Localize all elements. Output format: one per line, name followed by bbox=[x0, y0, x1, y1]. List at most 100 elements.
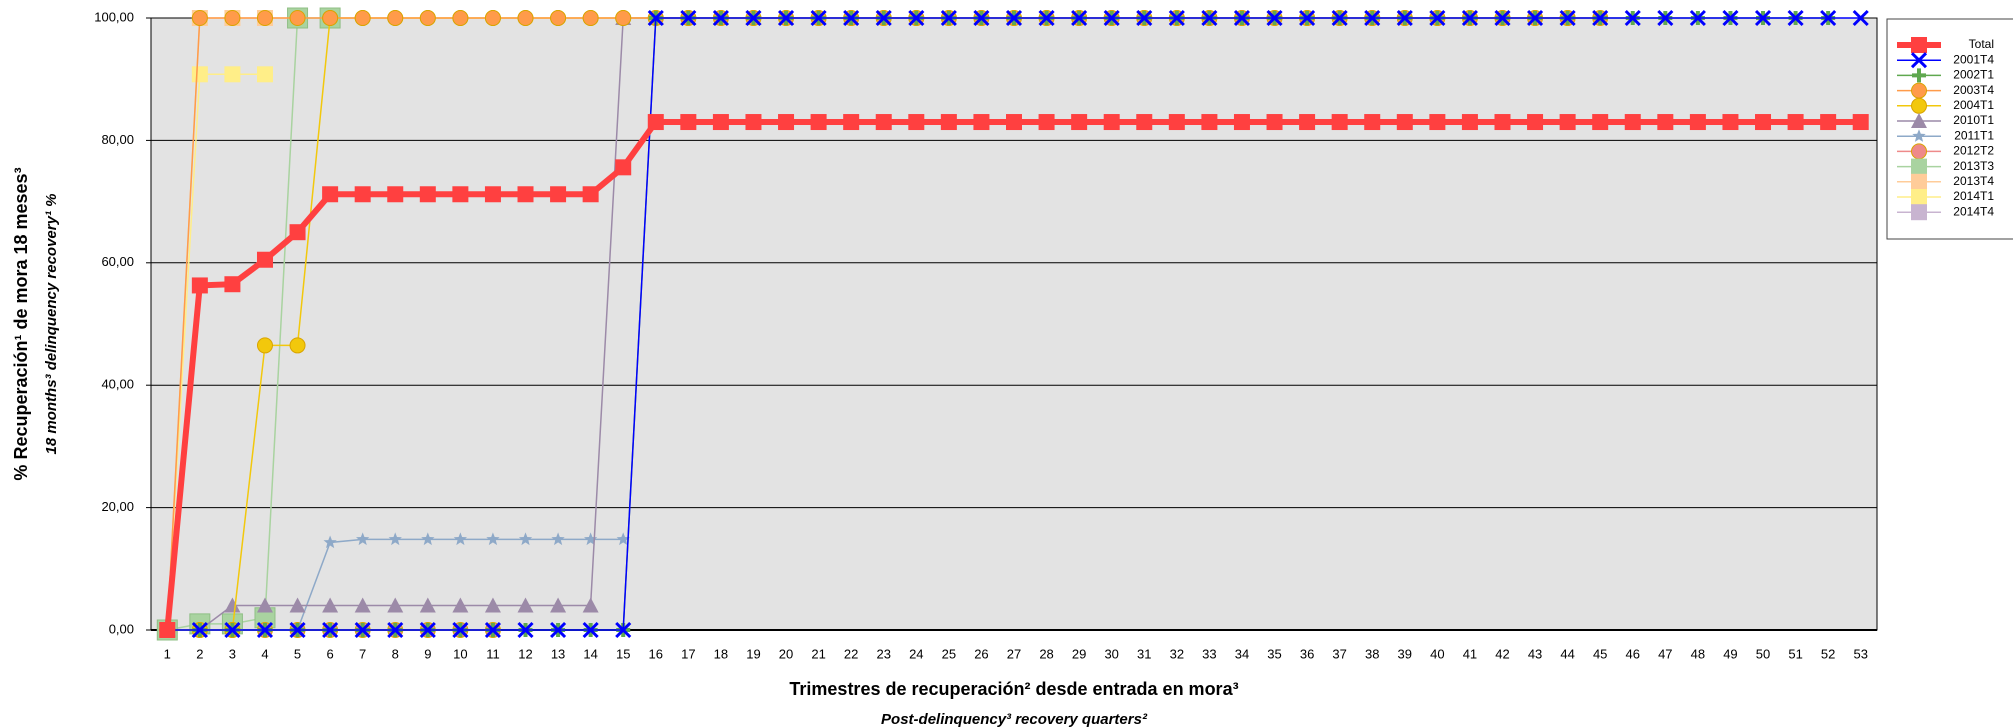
x-tick-label: 25 bbox=[942, 646, 956, 661]
data-point bbox=[616, 532, 630, 546]
data-point bbox=[484, 621, 502, 639]
data-point bbox=[289, 597, 306, 613]
data-point bbox=[191, 66, 208, 83]
x-tick-label: 38 bbox=[1365, 646, 1379, 661]
x-tick-label: 44 bbox=[1560, 646, 1574, 661]
y-tick-label: 20,00 bbox=[101, 499, 134, 514]
y-axis-title: % Recuperación¹ de mora 18 meses³ bbox=[11, 167, 31, 480]
legend-marker bbox=[1911, 204, 1927, 221]
data-point bbox=[256, 251, 273, 268]
data-point bbox=[224, 276, 241, 293]
data-point bbox=[486, 532, 500, 546]
data-point bbox=[1852, 114, 1869, 131]
data-point bbox=[1429, 9, 1446, 27]
legend-box bbox=[1886, 18, 2013, 240]
legend-label: Total bbox=[1969, 37, 1994, 51]
data-point bbox=[1559, 114, 1576, 131]
data-point bbox=[322, 597, 339, 613]
data-point bbox=[1396, 114, 1413, 131]
data-point bbox=[973, 114, 990, 131]
data-point bbox=[1103, 9, 1120, 27]
legend-marker bbox=[1911, 143, 1927, 160]
data-point bbox=[582, 621, 599, 639]
data-point bbox=[1461, 114, 1478, 131]
x-tick-label: 53 bbox=[1853, 646, 1867, 661]
data-point bbox=[191, 621, 208, 639]
data-point bbox=[484, 10, 501, 26]
data-point bbox=[453, 532, 467, 546]
x-tick-label: 32 bbox=[1170, 646, 1184, 661]
data-point bbox=[1331, 9, 1348, 27]
legend-label: 2004T1 bbox=[1953, 98, 1994, 112]
data-point bbox=[387, 621, 404, 639]
legend-marker bbox=[1912, 68, 1926, 83]
legend-label: 2013T3 bbox=[1953, 159, 1994, 173]
legend-label: 2014T4 bbox=[1953, 204, 1994, 218]
series bbox=[159, 114, 1869, 638]
data-point bbox=[1396, 9, 1413, 27]
data-point bbox=[1624, 9, 1641, 27]
data-point bbox=[191, 10, 208, 26]
series bbox=[159, 9, 1869, 639]
data-point bbox=[419, 597, 436, 613]
data-point bbox=[517, 621, 534, 639]
data-point bbox=[550, 621, 567, 639]
data-point bbox=[582, 10, 599, 26]
data-point bbox=[224, 621, 241, 639]
data-point bbox=[1005, 9, 1023, 27]
x-tick-label: 45 bbox=[1593, 646, 1607, 661]
data-point bbox=[1201, 9, 1218, 27]
data-point bbox=[1722, 9, 1739, 27]
data-point bbox=[615, 159, 632, 176]
data-point bbox=[1103, 114, 1120, 131]
data-point bbox=[1071, 9, 1088, 27]
legend-marker bbox=[1911, 97, 1927, 114]
data-point bbox=[354, 186, 371, 203]
legend-marker bbox=[1911, 158, 1927, 175]
x-tick-label: 23 bbox=[877, 646, 891, 661]
data-point bbox=[680, 114, 697, 131]
legend-label: 2012T2 bbox=[1953, 144, 1994, 158]
data-point bbox=[1233, 114, 1250, 131]
data-point bbox=[1526, 9, 1544, 27]
x-tick-label: 9 bbox=[424, 646, 431, 661]
data-point bbox=[1136, 9, 1153, 27]
data-point bbox=[1364, 114, 1381, 131]
x-tick-label: 15 bbox=[616, 646, 630, 661]
plot-area bbox=[151, 18, 1877, 630]
data-point bbox=[1038, 114, 1055, 131]
x-tick-label: 27 bbox=[1007, 646, 1021, 661]
x-tick-label: 35 bbox=[1267, 646, 1281, 661]
data-point bbox=[388, 532, 402, 546]
data-point bbox=[354, 10, 371, 26]
x-tick-label: 2 bbox=[196, 646, 203, 661]
x-tick-label: 6 bbox=[326, 646, 333, 661]
data-point bbox=[452, 621, 469, 639]
x-tick-label: 43 bbox=[1528, 646, 1542, 661]
data-point bbox=[1233, 9, 1251, 27]
x-tick-label: 24 bbox=[909, 646, 923, 661]
data-point bbox=[1364, 9, 1381, 27]
x-tick-label: 4 bbox=[261, 646, 268, 661]
data-point bbox=[745, 9, 762, 27]
x-tick-label: 37 bbox=[1332, 646, 1346, 661]
x-tick-label: 46 bbox=[1626, 646, 1640, 661]
data-point bbox=[1852, 9, 1869, 27]
legend-marker bbox=[1911, 82, 1927, 99]
data-point bbox=[875, 9, 892, 27]
data-point bbox=[1494, 9, 1511, 27]
data-point bbox=[550, 10, 567, 26]
x-tick-label: 49 bbox=[1723, 646, 1737, 661]
x-tick-label: 41 bbox=[1463, 646, 1477, 661]
data-point bbox=[289, 621, 306, 639]
x-tick-label: 8 bbox=[392, 646, 399, 661]
data-point bbox=[1754, 9, 1772, 27]
legend-label: 2014T1 bbox=[1953, 189, 1994, 203]
data-point bbox=[484, 186, 501, 203]
data-point bbox=[550, 597, 567, 613]
data-point bbox=[517, 186, 534, 203]
legend-marker bbox=[1911, 113, 1927, 128]
x-tick-label: 50 bbox=[1756, 646, 1770, 661]
x-tick-label: 40 bbox=[1430, 646, 1444, 661]
